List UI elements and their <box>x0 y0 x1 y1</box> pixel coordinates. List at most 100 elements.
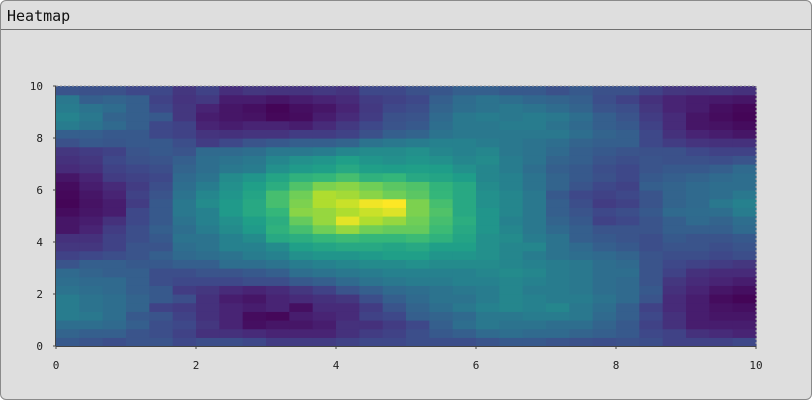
heatmap-cell <box>289 146 314 156</box>
heatmap-cell <box>149 172 174 182</box>
heatmap-cell <box>219 224 244 234</box>
heatmap-cell <box>126 94 150 104</box>
heatmap-cell <box>662 337 687 347</box>
heatmap-cell <box>382 94 407 104</box>
heatmap-cell <box>126 328 150 338</box>
heatmap-cell <box>639 129 664 139</box>
heatmap-cell <box>639 146 664 156</box>
heatmap-cell <box>126 285 150 295</box>
heatmap-cell <box>126 233 150 243</box>
heatmap-cell <box>219 146 244 156</box>
heatmap-cell <box>382 242 407 252</box>
heatmap-cell <box>382 250 407 260</box>
heatmap-cell <box>312 146 337 156</box>
heatmap-cell <box>219 259 244 269</box>
heatmap-cell <box>709 268 734 278</box>
heatmap-cell <box>546 146 570 156</box>
heatmap-cell <box>662 155 687 165</box>
heatmap-cell <box>452 250 477 260</box>
heatmap-cell <box>592 328 617 338</box>
heatmap-cell <box>662 138 687 148</box>
heatmap-cell <box>429 112 454 122</box>
heatmap-cell <box>312 164 337 174</box>
heatmap-cell <box>242 164 267 174</box>
heatmap-cell <box>149 328 174 338</box>
heatmap-cell <box>452 146 477 156</box>
heatmap-cell <box>662 233 687 243</box>
heatmap-cell <box>686 259 710 269</box>
heatmap-cell <box>219 129 244 139</box>
heatmap-cell <box>56 328 80 338</box>
heatmap-cell <box>242 172 267 182</box>
heatmap-cell <box>686 138 710 148</box>
heatmap-cell <box>126 112 150 122</box>
heatmap-cell <box>522 120 547 130</box>
heatmap-cell <box>522 216 547 226</box>
heatmap-cell <box>732 233 757 243</box>
heatmap-cell <box>499 198 524 208</box>
heatmap-cell <box>476 233 500 243</box>
heatmap-cell <box>616 311 640 321</box>
heatmap-cell <box>312 190 337 200</box>
heatmap-cell <box>662 285 687 295</box>
heatmap-cell <box>242 112 267 122</box>
heatmap-cell <box>56 164 80 174</box>
heatmap-cell <box>242 311 267 321</box>
heatmap-cell <box>242 250 267 260</box>
heatmap-cell <box>476 328 500 338</box>
heatmap-cell <box>452 138 477 148</box>
heatmap-cell <box>149 94 174 104</box>
heatmap-cell <box>126 276 150 286</box>
heatmap-cell <box>592 112 617 122</box>
heatmap-cell <box>196 242 220 252</box>
heatmap-cell <box>546 112 570 122</box>
heatmap-cell <box>709 233 734 243</box>
heatmap-cell <box>266 112 290 122</box>
heatmap-cell <box>126 207 150 217</box>
heatmap-cell <box>56 112 80 122</box>
heatmap-cell <box>569 285 594 295</box>
heatmap-cell <box>639 233 664 243</box>
heatmap-cell <box>126 311 150 321</box>
heatmap-cell <box>429 216 454 226</box>
heatmap-cell <box>382 259 407 269</box>
heatmap-cell <box>312 233 337 243</box>
heatmap-cell <box>79 328 104 338</box>
heatmap-cell <box>709 311 734 321</box>
heatmap-cell <box>616 198 640 208</box>
heatmap-cell <box>569 94 594 104</box>
heatmap-cell <box>102 86 127 96</box>
heatmap-cell <box>546 164 570 174</box>
heatmap-cell <box>616 268 640 278</box>
heatmap-cell <box>359 155 384 165</box>
heatmap-cell <box>546 268 570 278</box>
heatmap-cell <box>569 155 594 165</box>
heatmap-cell <box>242 294 267 304</box>
heatmap-cell <box>569 86 594 96</box>
heatmap-cell <box>476 216 500 226</box>
heatmap-cell <box>266 302 290 312</box>
heatmap-cell <box>336 294 360 304</box>
heatmap-cell <box>522 181 547 191</box>
heatmap-cell <box>732 259 757 269</box>
heatmap-cell <box>172 164 197 174</box>
heatmap-cell <box>546 242 570 252</box>
heatmap-cell <box>662 94 687 104</box>
heatmap-cell <box>336 216 360 226</box>
heatmap-cell <box>359 103 384 113</box>
heatmap-cell <box>312 294 337 304</box>
heatmap-cell <box>406 294 430 304</box>
heatmap-cell <box>149 112 174 122</box>
heatmap-cell <box>172 172 197 182</box>
heatmap-cell <box>242 320 267 330</box>
heatmap-cell <box>476 302 500 312</box>
heatmap-cell <box>56 250 80 260</box>
heatmap-cell <box>406 103 430 113</box>
heatmap-cell <box>312 138 337 148</box>
heatmap-cell <box>56 302 80 312</box>
heatmap-cell <box>429 294 454 304</box>
heatmap-cell <box>499 233 524 243</box>
heatmap-cell <box>126 190 150 200</box>
heatmap-cell <box>616 181 640 191</box>
heatmap-cell <box>709 285 734 295</box>
